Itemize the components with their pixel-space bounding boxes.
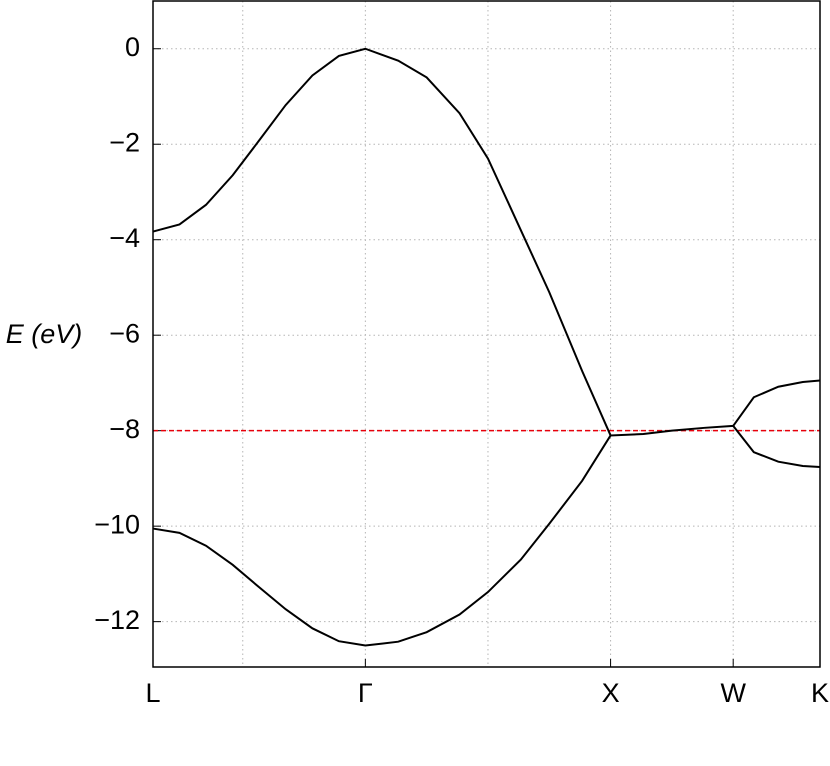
band-line — [152, 47, 821, 437]
y-tick-label: −8 — [109, 414, 140, 444]
x-tick-label: L — [145, 678, 160, 708]
plot-frame — [152, 0, 821, 668]
y-tick-label: −10 — [94, 509, 140, 539]
y-tick-label: −2 — [109, 127, 140, 157]
band-line — [732, 425, 821, 468]
x-tick-label: X — [602, 678, 620, 708]
y-tick-label: −6 — [109, 318, 140, 348]
x-tick-label: W — [720, 678, 746, 708]
y-tick-label: 0 — [125, 32, 140, 62]
x-tick-label: Γ — [358, 678, 373, 708]
x-tick-label: K — [811, 678, 829, 708]
y-tick-label: −4 — [109, 223, 140, 253]
y-axis-label: E (eV) — [6, 319, 83, 349]
y-tick-label: −12 — [94, 605, 140, 635]
band-line — [152, 434, 612, 647]
